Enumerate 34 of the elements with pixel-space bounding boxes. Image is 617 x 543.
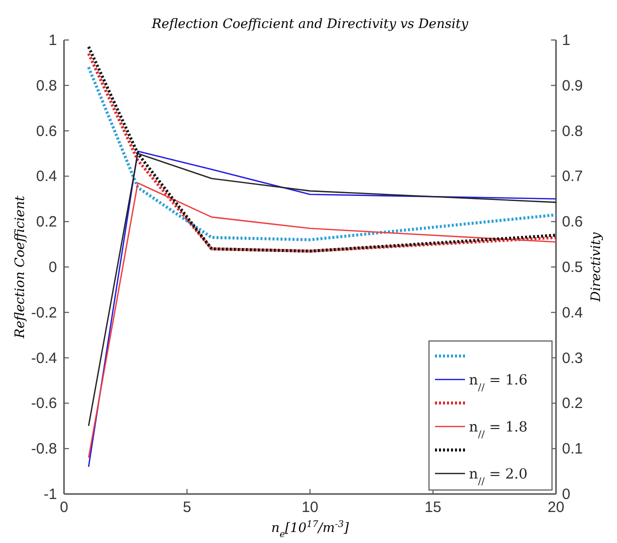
y-tick-label: 0: [48, 259, 57, 276]
y-tick-label: -0.2: [31, 304, 57, 322]
x-tick-label: 5: [182, 499, 192, 516]
y2-tick-label: 0.2: [562, 395, 583, 412]
y-tick-label: 0.8: [36, 77, 57, 94]
legend-label: n$_{//}$ = 1.8: [469, 420, 528, 440]
y-tick-label: 0.4: [36, 168, 57, 186]
y2-tick-label: 0.1: [562, 440, 583, 458]
y-tick-label: -0.4: [31, 350, 57, 367]
y2-tick-label: 0: [562, 486, 570, 503]
y2-tick-label: 0.5: [562, 259, 583, 276]
legend-label: n$_{//}$ = 2.0: [469, 466, 528, 487]
y2-tick-label: 0.9: [562, 77, 583, 94]
y-tick-label: -0.8: [31, 440, 57, 458]
y2-axis-title: Directivity: [589, 232, 604, 303]
y-tick-label: 0.6: [36, 122, 57, 140]
y-tick-label: 1: [48, 32, 57, 49]
y2-tick-label: 0.6: [562, 214, 583, 231]
y-axis-title: Reflection Coefficient: [13, 195, 28, 340]
chart-title: Reflection Coefficient and Directivity vs Density: [150, 17, 469, 32]
y2-tick-label: 0.8: [562, 122, 583, 140]
y2-tick-label: 0.7: [562, 168, 583, 186]
x-tick-label: 15: [424, 499, 442, 516]
y-tick-label: -0.6: [31, 395, 57, 412]
x-tick-label: 20: [548, 499, 564, 516]
x-tick-label: 0: [60, 499, 68, 516]
y-tick-label: 0.2: [36, 214, 57, 231]
y-tick-label: -1: [44, 486, 57, 503]
x-tick-label: 10: [302, 499, 318, 516]
y2-tick-label: 1: [562, 32, 570, 49]
y2-tick-label: 0.4: [562, 304, 583, 322]
legend-label: n$_{//}$ = 1.6: [469, 372, 528, 393]
y2-tick-label: 0.3: [562, 350, 583, 367]
x-axis-title: n$_{e}$[10$^{17}$/m$^{-3}$]: [271, 520, 350, 540]
